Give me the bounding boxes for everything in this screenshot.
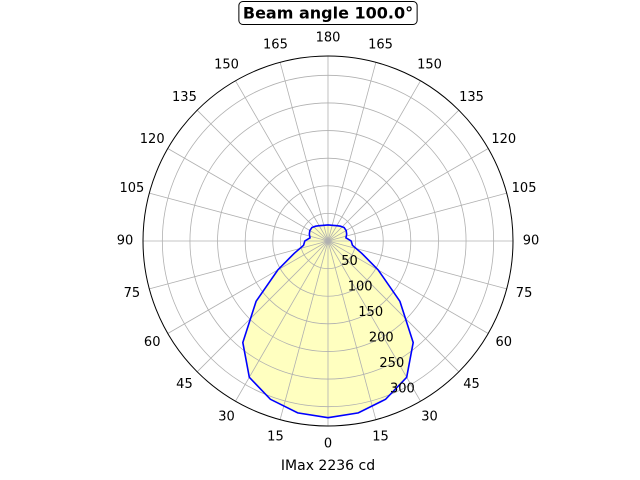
theta-tick-label: 45 [463,377,480,392]
theta-tick-label: 135 [459,90,484,105]
grid-line [327,240,489,334]
outer-frame [142,55,514,427]
grid-line [279,62,329,242]
theta-tick-label: 60 [144,335,161,350]
theta-tick-label: 165 [368,37,393,52]
theta-tick-label: 135 [172,90,197,105]
r-tick-label: 300 [390,382,415,397]
r-tick-label: 250 [379,356,404,371]
theta-tick-label: 0 [324,437,332,452]
theta-tick-label: 90 [523,234,540,249]
chart-title: Beam angle 100.0° [243,4,413,23]
r-tick-label: 150 [358,305,383,320]
grid-line [327,240,421,402]
grid-line [167,240,329,334]
theta-tick-label: 150 [417,58,442,73]
x-axis-label: IMax 2236 cd [281,458,375,474]
grid-line [327,240,377,420]
line [241,224,415,419]
plot: 0 15 30 45 60 75 90 105 120 135 150 165 180 165 150 135… [117,31,540,452]
theta-tick-label: 15 [372,430,389,445]
title-box [238,1,418,25]
grid-line [327,62,377,242]
theta-tick-label: 150 [214,58,239,73]
theta-tick-label: 105 [512,181,537,196]
r-tick-label: 50 [341,254,358,269]
grid-line [149,192,329,242]
r-tick-label: 100 [348,280,373,295]
grid-line [167,148,329,242]
grid-line [327,109,460,242]
theta-tick-label: 165 [263,37,288,52]
grid-line [235,80,329,242]
theta-tick-label: 90 [117,234,134,249]
theta-tick-label: 30 [218,409,235,424]
theta-tick-label: 60 [496,335,513,350]
theta-tick-label: 120 [140,132,165,147]
grid-line [327,192,507,242]
theta-tick-label: 180 [316,31,341,46]
theta-tick-label: 30 [421,409,438,424]
theta-tick-label: 15 [267,430,284,445]
theta-tick-label: 45 [176,377,193,392]
theta-tick-label: 75 [516,286,533,301]
grid-line [327,148,489,242]
theta-tick-label: 120 [491,132,516,147]
grid-line [235,240,329,402]
grid-line [327,80,421,242]
theta-tick-label: 75 [124,286,141,301]
grid-line [196,240,329,373]
r-tick-label: 200 [369,331,394,346]
grid-line [327,240,460,373]
grid-line [196,109,329,242]
grid-line [279,240,329,420]
theta-tick-label: 105 [120,181,145,196]
